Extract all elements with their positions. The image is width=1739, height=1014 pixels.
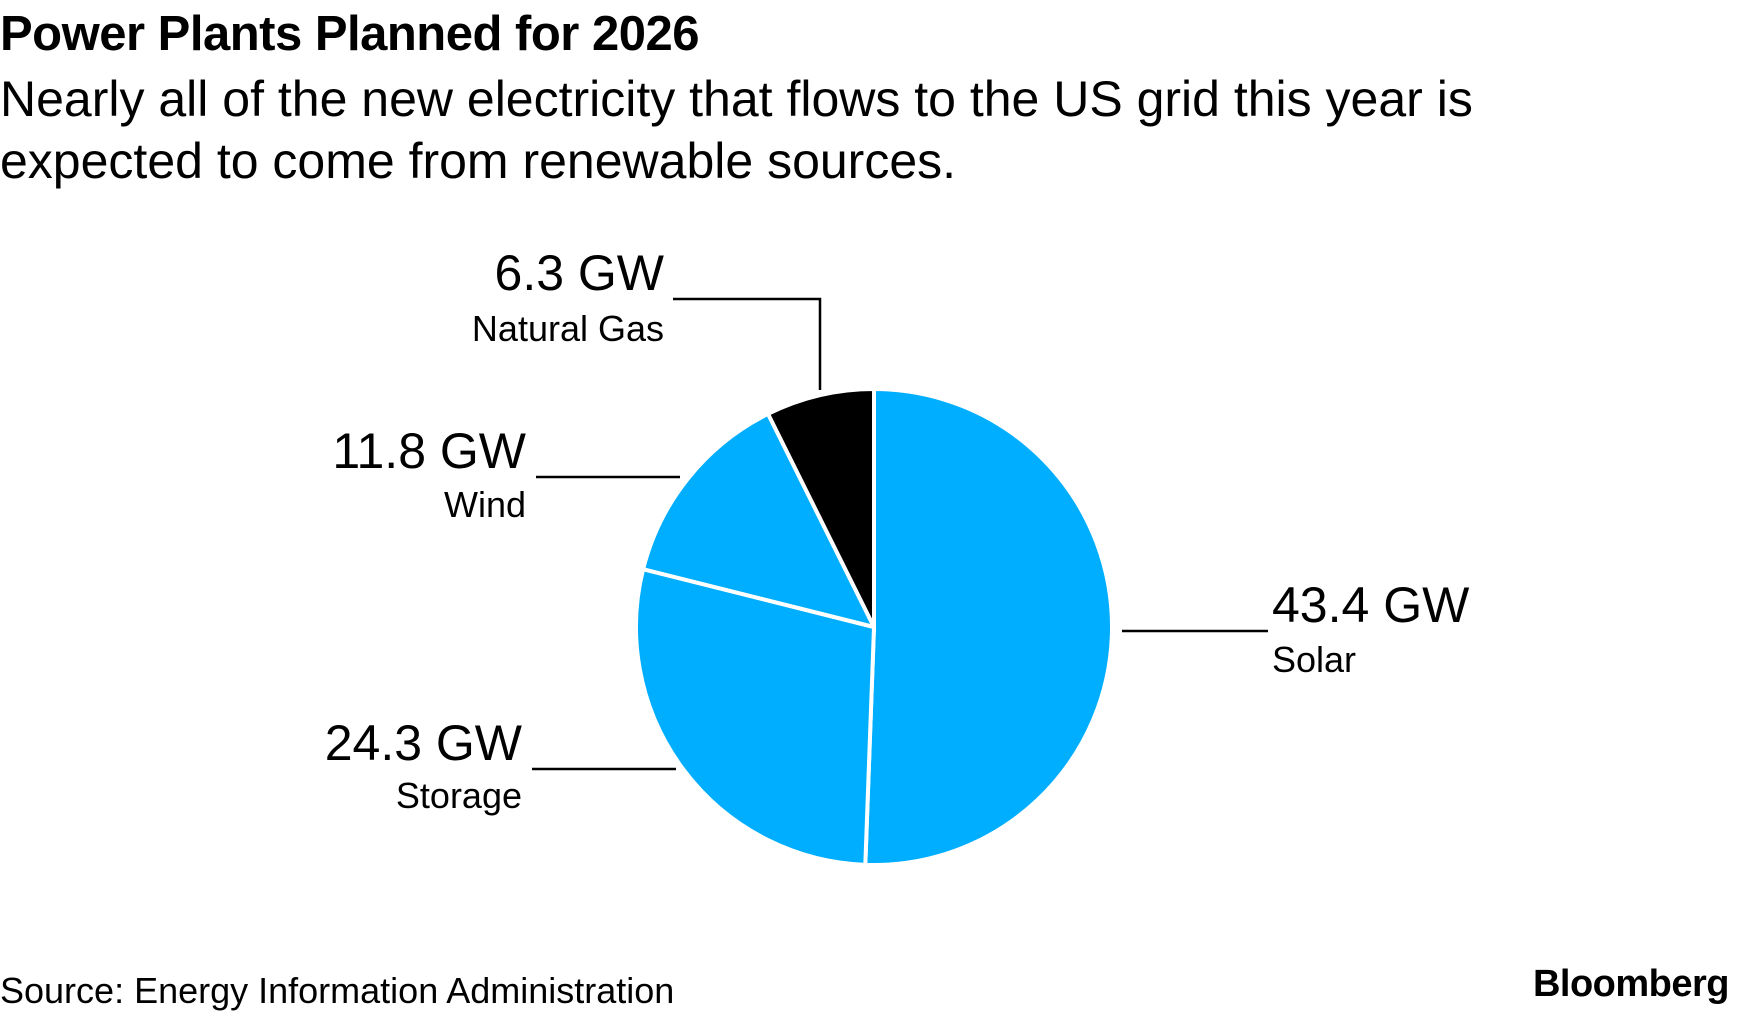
value-label-solar: 43.4 GW [1272, 577, 1470, 633]
value-label-storage: 24.3 GW [325, 715, 523, 771]
value-label-natural-gas: 6.3 GW [495, 245, 665, 301]
value-label-wind: 11.8 GW [332, 423, 526, 479]
source-note: Source: Energy Information Administratio… [0, 970, 675, 1011]
leader-line-natural-gas [673, 297, 822, 390]
pie-slice-storage [634, 567, 876, 867]
chart-subtitle: Nearly all of the new electricity that f… [0, 71, 1473, 189]
pie-slice-natural-gas [766, 387, 876, 629]
category-label-natural-gas: Natural Gas [472, 308, 664, 349]
pie-slice-solar [863, 387, 1115, 867]
category-label-solar: Solar [1272, 639, 1356, 680]
bloomberg-logo: Bloomberg [1532, 963, 1730, 1005]
chart-title: Power Plants Planned for 2026 [0, 7, 699, 61]
category-label-storage: Storage [396, 775, 522, 816]
pie-slice-wind [641, 411, 876, 629]
category-label-wind: Wind [444, 484, 526, 525]
